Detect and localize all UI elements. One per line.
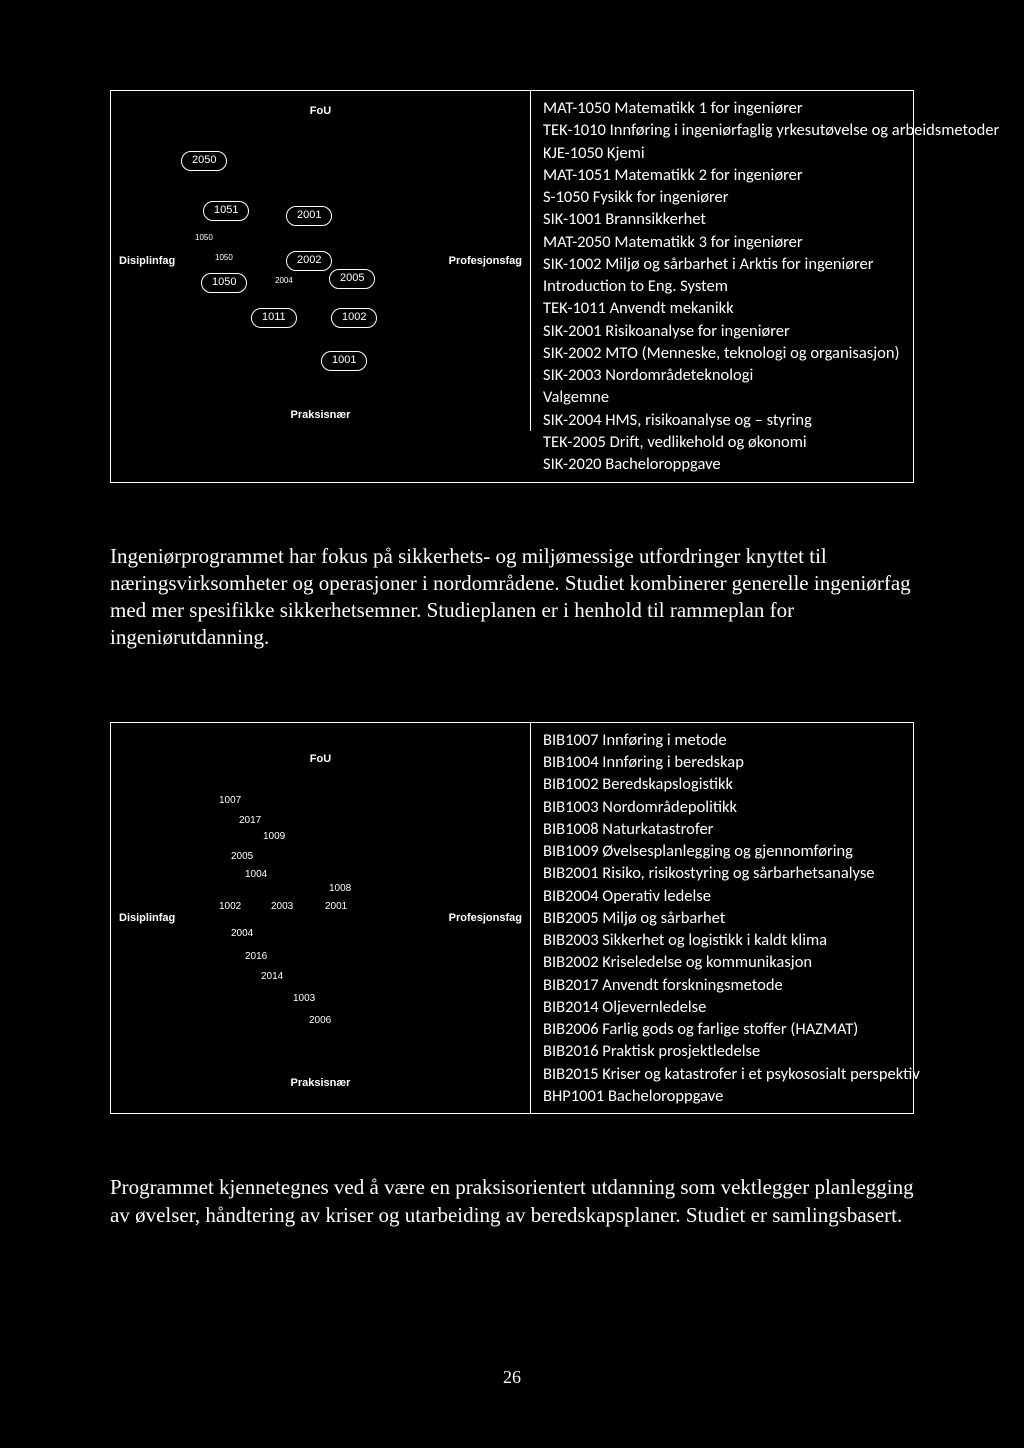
- diagram-node: 1002: [331, 308, 377, 328]
- course-line: BIB2016 Praktisk prosjektledelse: [543, 1040, 920, 1062]
- course-line: MAT-2050 Matematikk 3 for ingeniører: [543, 231, 999, 253]
- diagram-label: 2016: [245, 951, 267, 962]
- course-line: TEK-1011 Anvendt mekanikk: [543, 297, 999, 319]
- figure-2-course-list: BIB1007 Innføring i metodeBIB1004 Innfør…: [531, 723, 930, 1114]
- course-line: BIB1002 Beredskapslogistikk: [543, 773, 920, 795]
- course-line: BIB1008 Naturkatastrofer: [543, 818, 920, 840]
- course-line: BIB2015 Kriser og katastrofer i et psyko…: [543, 1063, 920, 1085]
- course-line: SIK-2002 MTO (Menneske, teknologi og org…: [543, 342, 999, 364]
- course-line: BIB2014 Oljevernledelse: [543, 996, 920, 1018]
- diagram-label: 1007: [219, 795, 241, 806]
- course-line: SIK-2003 Nordområdeteknologi: [543, 364, 999, 386]
- course-line: MAT-1050 Matematikk 1 for ingeniører: [543, 97, 999, 119]
- course-line: TEK-2005 Drift, vedlikehold og økonomi: [543, 431, 999, 453]
- course-line: S-1050 Fysikk for ingeniører: [543, 186, 999, 208]
- diagram-label: 1008: [329, 883, 351, 894]
- page-number: 26: [503, 1367, 521, 1388]
- course-line: BHP1001 Bacheloroppgave: [543, 1085, 920, 1107]
- diagram-label: 2003: [271, 901, 293, 912]
- axis-top: FoU: [310, 105, 331, 117]
- axis-top: FoU: [310, 753, 331, 765]
- diagram-label: 2017: [239, 815, 261, 826]
- diagram-label: 2001: [325, 901, 347, 912]
- diagram-label: 2005: [231, 851, 253, 862]
- paragraph-2: Programmet kjennetegnes ved å være en pr…: [110, 1174, 914, 1229]
- axis-bottom: Praksisnær: [291, 1077, 351, 1089]
- diagram-node: 1001: [321, 351, 367, 371]
- axis-right: Profesjonsfag: [449, 255, 522, 267]
- course-line: SIK-1001 Brannsikkerhet: [543, 208, 999, 230]
- diagram-node: 1050: [211, 253, 237, 263]
- course-line: KJE-1050 Kjemi: [543, 142, 999, 164]
- diagram-node: 1011: [251, 308, 297, 328]
- course-line: BIB2017 Anvendt forskningsmetode: [543, 974, 920, 996]
- figure-2: FoU Praksisnær Disiplinfag Profesjonsfag…: [110, 722, 914, 1115]
- course-line: SIK-2001 Risikoanalyse for ingeniører: [543, 320, 999, 342]
- course-line: SIK-2004 HMS, risikoanalyse og – styring: [543, 409, 999, 431]
- diagram-label: 2006: [309, 1015, 331, 1026]
- diagram-label: 1009: [263, 831, 285, 842]
- diagram-node: 1051: [203, 201, 249, 221]
- course-line: BIB2002 Kriseledelse og kommunikasjon: [543, 951, 920, 973]
- diagram-node: 2002: [286, 251, 332, 271]
- paragraph-1: Ingeniørprogrammet har fokus på sikkerhe…: [110, 543, 914, 652]
- course-line: SIK-1002 Miljø og sårbarhet i Arktis for…: [543, 253, 999, 275]
- course-line: BIB1007 Innføring i metode: [543, 729, 920, 751]
- figure-1-course-list: MAT-1050 Matematikk 1 for ingeniørerTEK-…: [531, 91, 1009, 482]
- course-line: BIB1009 Øvelsesplanlegging og gjennomfør…: [543, 840, 920, 862]
- figure-2-diagram: FoU Praksisnær Disiplinfag Profesjonsfag…: [111, 723, 531, 1113]
- course-line: Introduction to Eng. System: [543, 275, 999, 297]
- axis-left: Disiplinfag: [119, 912, 175, 924]
- course-line: BIB2001 Risiko, risikostyring og sårbarh…: [543, 862, 920, 884]
- diagram-label: 2004: [231, 928, 253, 939]
- axis-right: Profesjonsfag: [449, 912, 522, 924]
- course-line: BIB2006 Farlig gods og farlige stoffer (…: [543, 1018, 920, 1040]
- diagram-node: 2004: [271, 276, 297, 286]
- course-line: BIB2003 Sikkerhet og logistikk i kaldt k…: [543, 929, 920, 951]
- diagram-node: 2050: [181, 151, 227, 171]
- diagram-label: 1004: [245, 869, 267, 880]
- diagram-node: 1050: [201, 273, 247, 293]
- course-line: MAT-1051 Matematikk 2 for ingeniører: [543, 164, 999, 186]
- figure-1: FoU Praksisnær Disiplinfag Profesjonsfag…: [110, 90, 914, 483]
- course-line: BIB1004 Innføring i beredskap: [543, 751, 920, 773]
- axis-left: Disiplinfag: [119, 255, 175, 267]
- diagram-node: 2001: [286, 206, 332, 226]
- diagram-label: 1003: [293, 993, 315, 1004]
- course-line: BIB2005 Miljø og sårbarhet: [543, 907, 920, 929]
- course-line: SIK-2020 Bacheloroppgave: [543, 453, 999, 475]
- diagram-node: 1050: [191, 233, 217, 243]
- course-line: BIB1003 Nordområdepolitikk: [543, 796, 920, 818]
- axis-bottom: Praksisnær: [291, 409, 351, 421]
- course-line: Valgemne: [543, 386, 999, 408]
- diagram-label: 1002: [219, 901, 241, 912]
- diagram-node: 2005: [329, 269, 375, 289]
- course-line: TEK-1010 Innføring i ingeniørfaglig yrke…: [543, 119, 999, 141]
- course-line: BIB2004 Operativ ledelse: [543, 885, 920, 907]
- diagram-label: 2014: [261, 971, 283, 982]
- figure-1-diagram: FoU Praksisnær Disiplinfag Profesjonsfag…: [111, 91, 531, 431]
